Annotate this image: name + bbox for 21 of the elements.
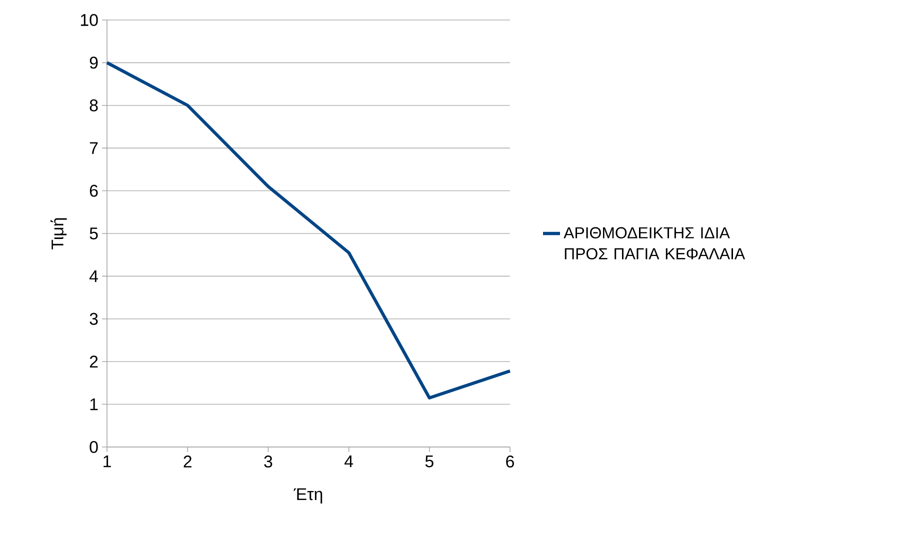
x-axis-title: Έτη <box>294 488 322 504</box>
x-tick-label: 4 <box>344 456 354 468</box>
x-tick-label: 3 <box>264 456 272 468</box>
x-tick-label: 6 <box>506 456 514 468</box>
y-tick-label: 9 <box>90 56 98 69</box>
x-tick-label: 1 <box>104 456 111 468</box>
y-tick-label: 1 <box>90 398 98 410</box>
line-series <box>105 61 512 400</box>
y-tick-label: 8 <box>90 99 98 112</box>
y-tick-label: 7 <box>90 142 98 154</box>
y-tick-label: 6 <box>90 184 98 197</box>
y-tick-label: 3 <box>90 312 98 325</box>
y-axis-title: Τιμή <box>50 218 67 250</box>
x-tick-label: 5 <box>425 456 434 468</box>
y-tick-label: 10 <box>80 14 98 26</box>
y-tick-label: 5 <box>90 228 98 240</box>
y-tick-label: 2 <box>90 356 98 368</box>
y-tick-label: 0 <box>90 440 98 453</box>
y-tick-label: 4 <box>89 270 98 282</box>
legend-label: ΑΡΙΘΜΟΔΕΙΚΤΗΣ ΙΔΙΑ ΠΡΟΣ ΠΑΓΙΑ ΚΕΦΑΛΑΙΑ <box>564 227 746 260</box>
x-tick-label: 2 <box>184 456 192 468</box>
